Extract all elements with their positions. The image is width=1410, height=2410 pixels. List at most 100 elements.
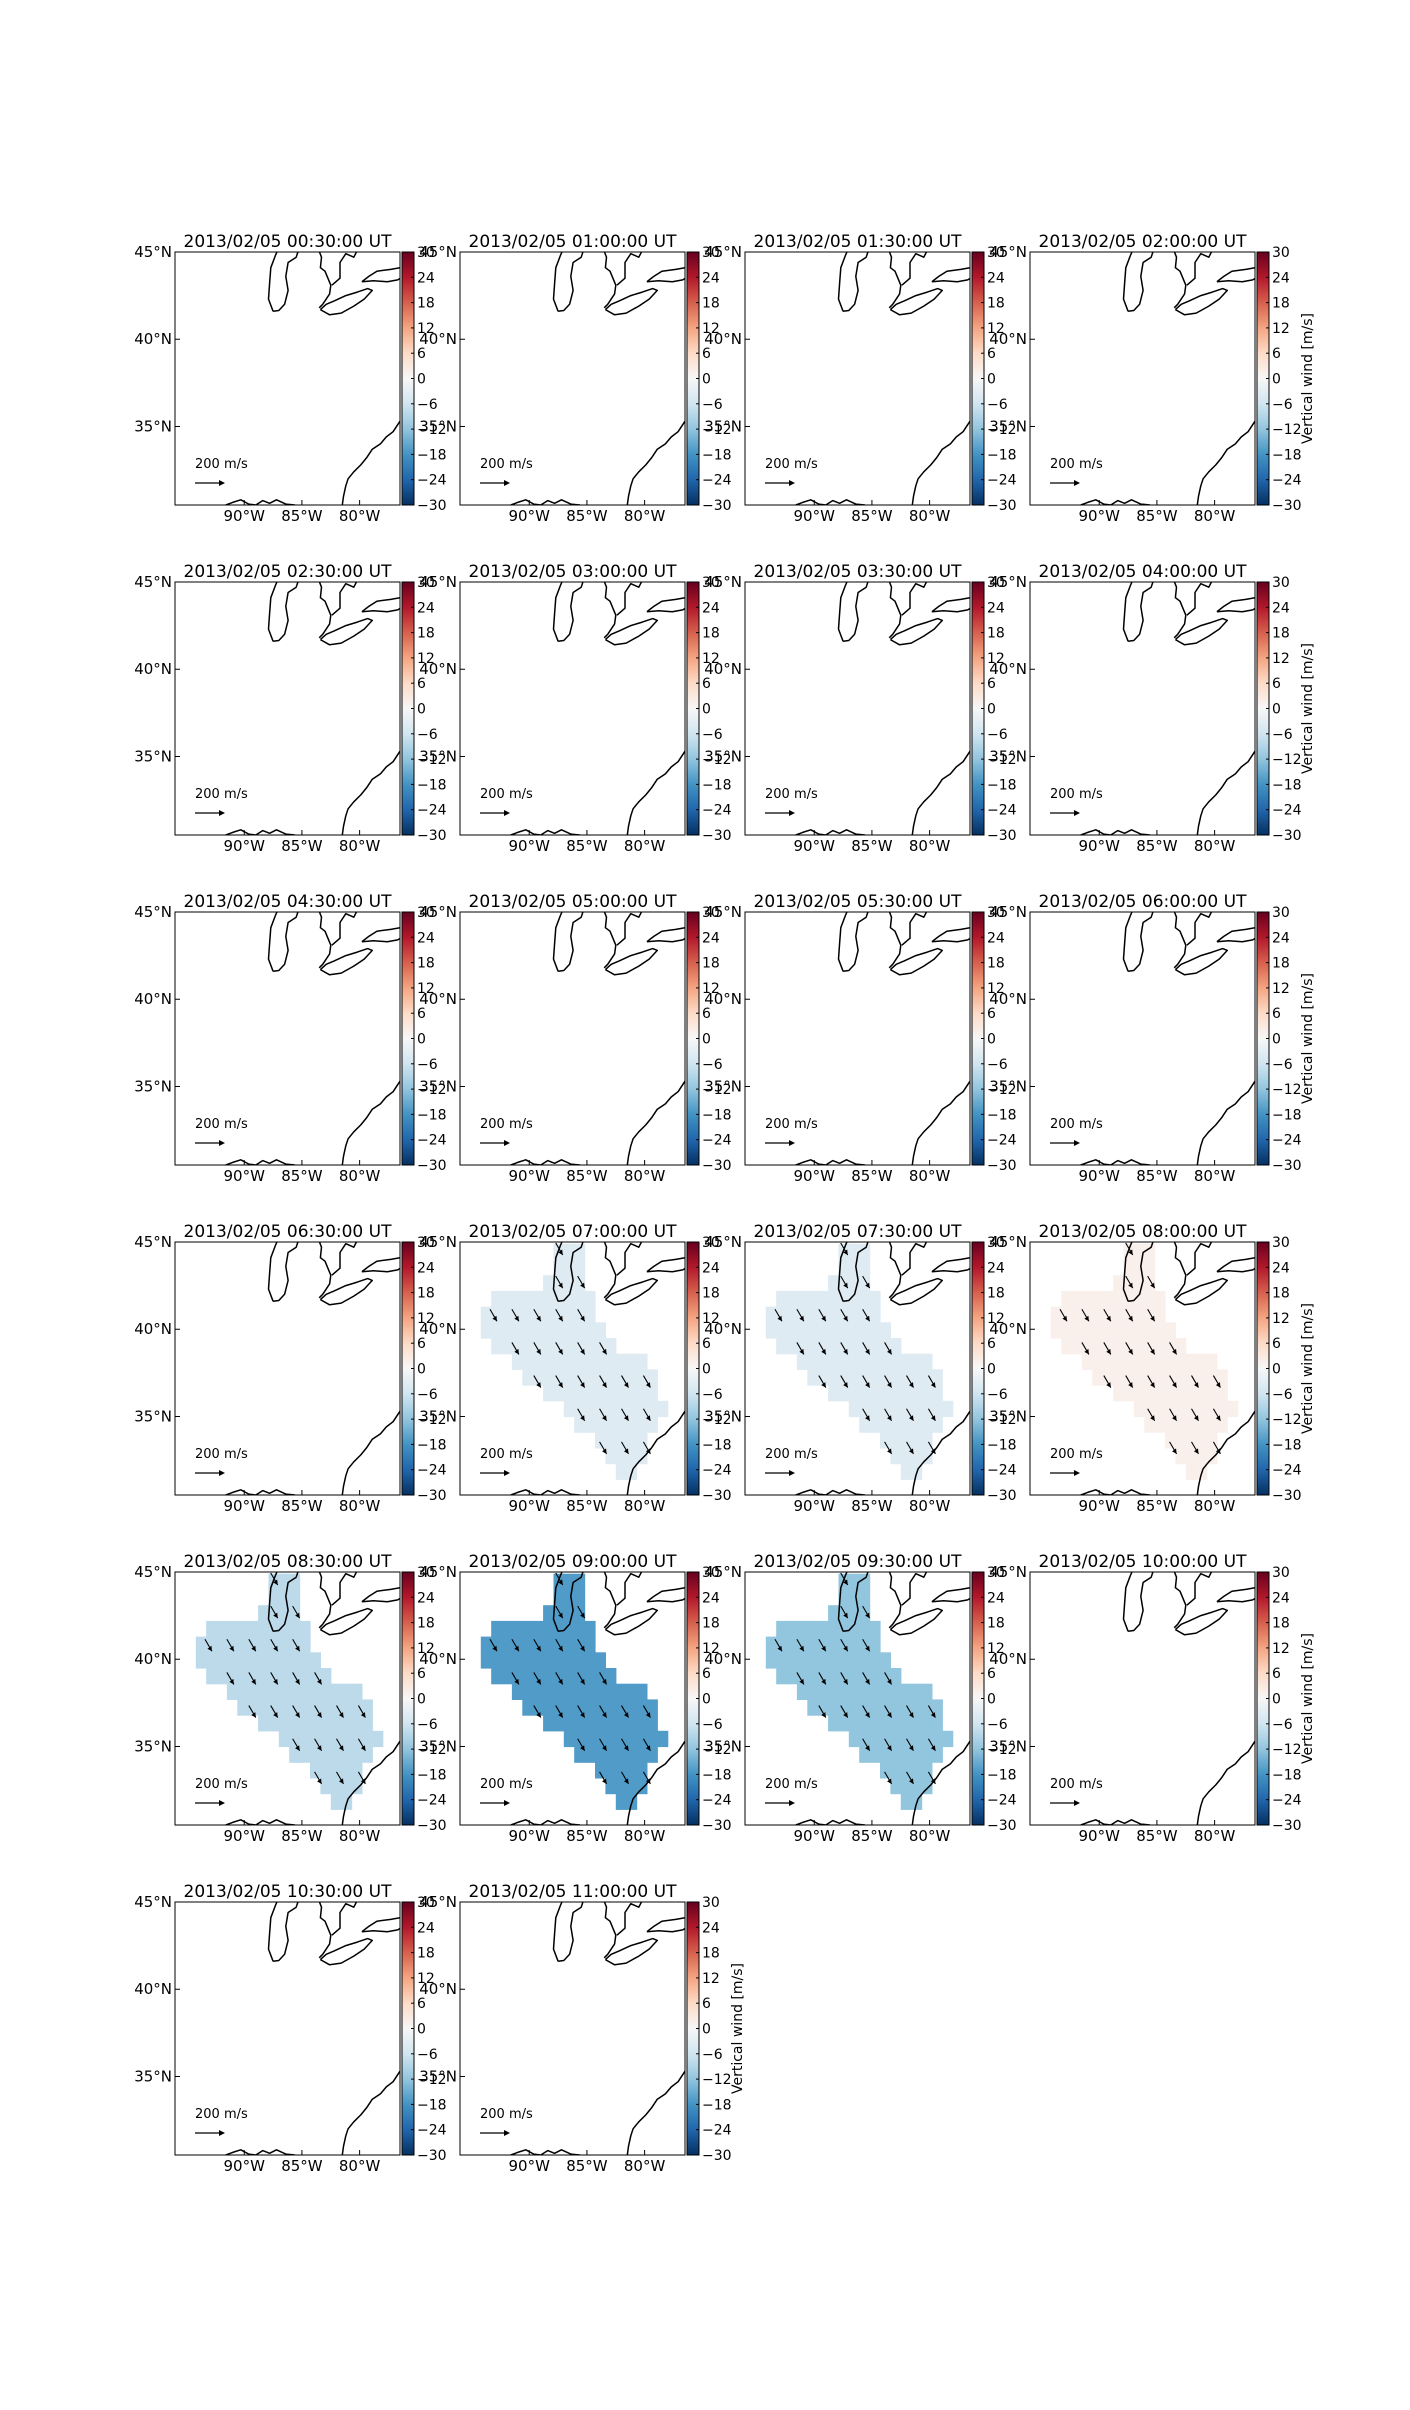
wind-arrow-head	[843, 1382, 848, 1388]
field-cell	[299, 1652, 311, 1669]
wind-arrow-head	[295, 1612, 300, 1619]
lake-erie-outline	[1174, 1277, 1229, 1306]
colorbar-tick-label: 18	[987, 1286, 1005, 1302]
field-cell	[859, 1353, 871, 1370]
lon-tick-label: 80°W	[339, 2157, 381, 2175]
atlantic-coast-outline	[626, 2070, 685, 2155]
lat-tick-label: 35°N	[134, 1407, 172, 1425]
colorbar-tick-label: 6	[987, 346, 996, 362]
colorbar-tick-label: −24	[417, 1793, 447, 1809]
coastlines	[1080, 252, 1255, 505]
field-cell	[848, 1400, 860, 1418]
field-cell	[615, 1793, 627, 1810]
gulf-coast-outline	[1080, 1819, 1151, 1825]
lat-tick-label: 40°N	[989, 1320, 1027, 1338]
colorbar-tick-label: 30	[1272, 905, 1290, 921]
field-cell	[1061, 1306, 1073, 1323]
lon-tick-label: 90°W	[1079, 1827, 1121, 1845]
atlantic-coast-outline	[1196, 1080, 1255, 1165]
wind-arrow-head	[273, 1712, 278, 1718]
michigan-shore-outline	[318, 1242, 332, 1299]
field-cell	[195, 1652, 207, 1669]
wind-arrow-head	[295, 1645, 300, 1652]
wind-arrow-head	[273, 1579, 278, 1585]
field-cell	[859, 1699, 871, 1716]
field-cell	[543, 1322, 555, 1339]
field-cell	[890, 1338, 902, 1355]
field-cell	[911, 1400, 923, 1418]
field-cell	[258, 1668, 270, 1685]
gulf-coast-outline	[510, 1819, 581, 1825]
colorbar-tick-label: 30	[987, 245, 1005, 261]
lake-erie-outline	[604, 1277, 659, 1306]
wind-arrow-head	[887, 1382, 892, 1388]
field-cell	[1206, 1353, 1218, 1370]
lake-erie-outline	[604, 947, 659, 976]
field-cell	[1113, 1275, 1125, 1292]
colorbar-tick-label: −30	[702, 1158, 732, 1174]
field-cell	[1061, 1338, 1073, 1355]
field-cell	[491, 1652, 503, 1669]
colorbar-tick-label: −30	[987, 1488, 1017, 1504]
panel-title: 2013/02/05 07:30:00 UT	[754, 1222, 963, 1242]
field-cell	[859, 1746, 871, 1763]
lat-tick-label: 45°N	[704, 1563, 742, 1581]
colorbar-tick-label: −30	[702, 1818, 732, 1834]
field-cell	[615, 1385, 627, 1402]
wind-arrow-head	[580, 1415, 585, 1421]
field-cell	[900, 1777, 912, 1795]
lake-ontario-outline	[361, 266, 400, 283]
coastlines	[225, 1902, 400, 2155]
field-cell	[859, 1290, 871, 1308]
field-cell	[532, 1668, 544, 1685]
michigan-shore-outline	[603, 1572, 617, 1629]
colorbar-tick-label: −30	[1272, 1818, 1302, 1834]
lon-tick-label: 80°W	[1194, 507, 1236, 525]
wind-arrow-head	[799, 1678, 804, 1685]
field-cell	[595, 1432, 606, 1449]
colorbar-label: Vertical wind [m/s]	[1300, 643, 1316, 774]
field-cell	[859, 1636, 871, 1653]
field-cell	[1092, 1290, 1104, 1308]
field-cell	[553, 1275, 565, 1292]
lon-tick-label: 80°W	[1194, 1827, 1236, 1845]
michigan-shore-outline	[1173, 1572, 1187, 1629]
lat-tick-label: 45°N	[419, 573, 457, 591]
lake-ontario-outline	[646, 926, 685, 943]
wind-arrow-head	[799, 1315, 804, 1322]
colorbar-tick-label: −18	[987, 1437, 1017, 1453]
reference-arrow-head	[219, 1800, 225, 1806]
lon-tick-label: 90°W	[794, 1167, 836, 1185]
lon-tick-label: 80°W	[339, 507, 381, 525]
lon-tick-label: 80°W	[339, 1827, 381, 1845]
wind-arrow-head	[602, 1448, 607, 1454]
colorbar-tick-label: 12	[702, 321, 720, 337]
field-cell	[247, 1620, 259, 1638]
field-cell	[563, 1715, 575, 1732]
field-cell	[511, 1322, 523, 1339]
field-cell	[501, 1338, 513, 1355]
field-cell	[807, 1369, 819, 1386]
field-cell	[563, 1243, 575, 1260]
colorbar-tick-label: 18	[417, 956, 435, 972]
reference-arrow-label: 200 m/s	[195, 1777, 248, 1792]
colorbar-tick-label: 12	[702, 981, 720, 997]
field-cell	[351, 1715, 363, 1732]
field-cell	[351, 1699, 363, 1716]
wind-arrow-head	[865, 1712, 870, 1718]
lake-huron-outline	[331, 912, 358, 946]
field-cell	[1102, 1369, 1114, 1386]
field-cell	[880, 1322, 891, 1339]
lat-tick-label: 45°N	[134, 243, 172, 261]
colorbar-tick-label: −30	[417, 1488, 447, 1504]
wind-field	[195, 1572, 384, 1810]
lake-ontario-outline	[646, 1916, 685, 1933]
reference-arrow-label: 200 m/s	[1050, 1447, 1103, 1462]
colorbar-tick-label: 24	[702, 270, 720, 286]
lat-tick-label: 40°N	[134, 1980, 172, 1998]
field-cell	[341, 1730, 353, 1748]
colorbar-tick-label: 6	[1272, 1336, 1281, 1352]
field-cell	[848, 1322, 860, 1339]
lat-tick-label: 45°N	[419, 903, 457, 921]
lon-tick-label: 80°W	[909, 1827, 951, 1845]
